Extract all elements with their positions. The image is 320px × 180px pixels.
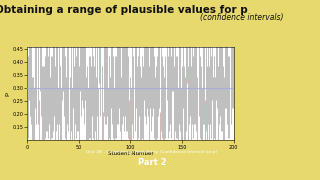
Text: Part 2: Part 2 [138, 158, 166, 167]
Text: Obtaining a range of plausible values for p: Obtaining a range of plausible values fo… [0, 5, 248, 15]
Y-axis label: p: p [4, 92, 9, 96]
Text: Unit 2B - Estimating a Probability (Confidence Interval for p): Unit 2B - Estimating a Probability (Conf… [86, 150, 218, 154]
Text: (confidence intervals): (confidence intervals) [200, 13, 283, 22]
X-axis label: Student Number: Student Number [108, 151, 153, 156]
